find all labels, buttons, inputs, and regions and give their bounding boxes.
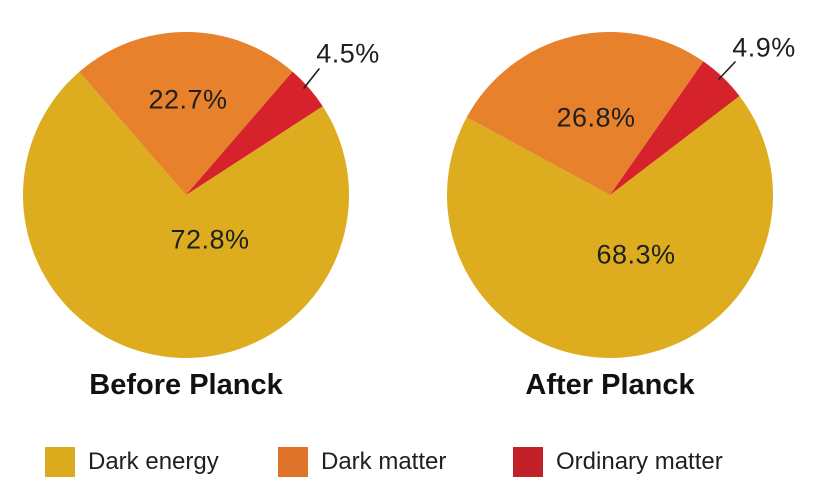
slice-label-dark-matter-before: 22.7% [148, 84, 228, 115]
legend-label-dark-matter: Dark matter [321, 448, 447, 475]
pie-1-slice-dark-energy [447, 96, 774, 359]
legend-item-dark-matter: Dark matter [278, 447, 446, 477]
pie-0-slice-ordinary-matter [186, 71, 323, 195]
legend-swatch-ordinary-matter [513, 447, 543, 477]
leader-line-1-ordinary-matter [718, 61, 736, 80]
chart-title-after-planck: After Planck [525, 369, 695, 401]
legend-item-ordinary-matter: Ordinary matter [513, 447, 723, 477]
slice-label-ordinary-matter-before: 4.5% [316, 38, 380, 69]
pie-0-slice-dark-matter [79, 31, 293, 196]
pie-1-slice-dark-matter [466, 31, 704, 195]
pie-1-slice-ordinary-matter [610, 61, 740, 195]
leader-line-0-ordinary-matter [303, 68, 320, 89]
chart-title-before-planck: Before Planck [89, 369, 283, 401]
legend-swatch-dark-matter [278, 447, 308, 477]
slice-label-dark-matter-after: 26.8% [556, 102, 636, 133]
slice-label-ordinary-matter-after: 4.9% [732, 32, 796, 63]
legend-swatch-dark-energy [45, 447, 75, 477]
legend-label-ordinary-matter: Ordinary matter [556, 448, 723, 475]
pie-0-slice-dark-energy [22, 71, 349, 358]
slice-label-dark-energy-before: 72.8% [170, 224, 250, 255]
legend-label-dark-energy: Dark energy [88, 448, 219, 475]
legend-item-dark-energy: Dark energy [45, 447, 219, 477]
slice-label-dark-energy-after: 68.3% [596, 239, 676, 270]
